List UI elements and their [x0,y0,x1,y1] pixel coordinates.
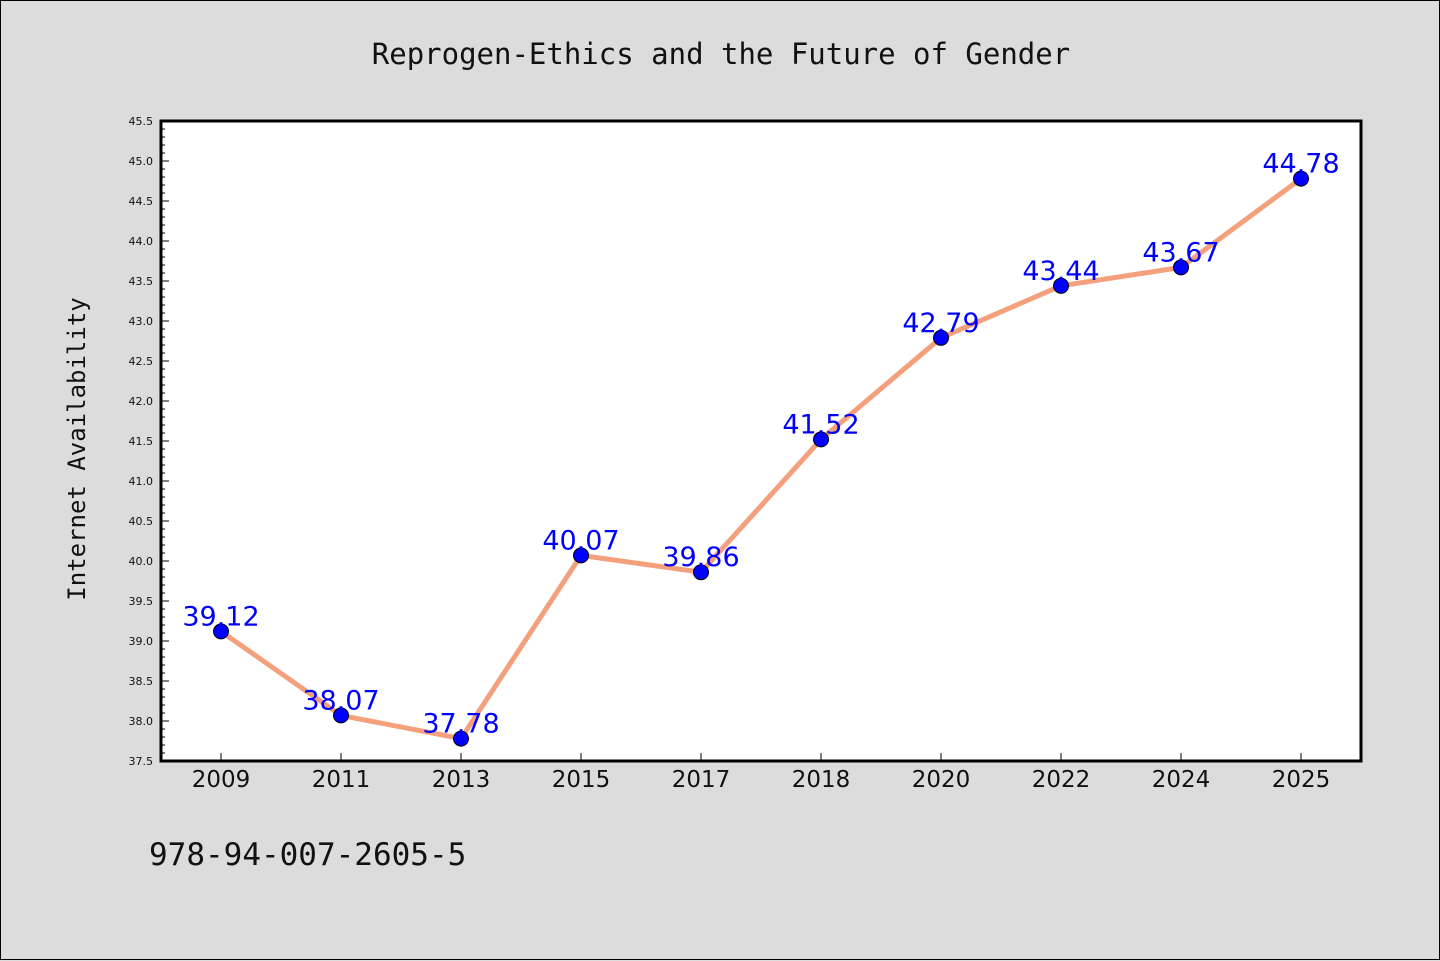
x-tick-label: 2020 [912,767,971,793]
plot-area [159,119,1363,763]
y-tick-label: 40.5 [129,515,154,528]
y-axis-label: Internet Availability [63,297,91,600]
isbn-text: 978-94-007-2605-5 [149,837,466,873]
data-label: 37.78 [422,709,499,740]
x-tick-label: 2025 [1272,767,1331,793]
y-tick-label: 39.0 [129,635,154,648]
data-point [813,431,829,448]
data-label: 43.67 [1142,237,1219,268]
data-point [333,707,349,724]
y-axis: 37.5 38.0 38.5 39.0 39.5 40.0 40.5 41.0 41.5 42.0… [129,115,169,768]
y-tick-label: 38.0 [129,715,154,728]
x-tick-label: 2024 [1152,767,1211,793]
chart-title: Reprogen-Ethics and the Future of Gender [372,37,1070,71]
data-point [453,730,469,747]
y-tick-label: 42.5 [129,355,154,368]
data-label: 42.79 [902,308,979,339]
y-tick-label: 43.0 [129,315,154,328]
data-label: 38.07 [302,685,379,716]
y-tick-label: 39.5 [129,595,154,608]
x-tick-label: 2009 [192,767,251,793]
data-label: 41.52 [782,409,859,440]
x-tick-label: 2022 [1032,767,1091,793]
data-point [1173,259,1189,276]
y-tick-label: 45.5 [129,115,154,128]
data-point [693,564,709,581]
y-tick-label: 44.5 [129,195,154,208]
x-tick-label: 2017 [672,767,731,793]
data-label: 44.78 [1262,149,1339,180]
data-label: 43.44 [1022,256,1099,287]
y-tick-label: 40.0 [129,555,154,568]
data-point [213,623,229,640]
y-tick-label: 41.0 [129,475,154,488]
x-tick-label: 2018 [792,767,851,793]
y-tick-label: 41.5 [129,435,154,448]
y-tick-label: 45.0 [129,155,154,168]
x-tick-label: 2013 [432,767,491,793]
y-tick-label: 37.5 [129,755,154,768]
y-tick-label: 38.5 [129,675,154,688]
series-layer [213,170,1309,747]
data-label: 39.12 [182,601,259,632]
data-point [573,547,589,564]
x-tick-label: 2015 [552,767,611,793]
data-label-layer: 39.12 38.07 37.78 40.07 39.86 41.52 42.79 43.44… [182,149,1339,740]
x-tick-label: 2011 [312,767,371,793]
data-point [933,329,949,346]
series-line [218,176,1304,742]
data-label: 40.07 [542,525,619,556]
x-axis: 2009 2011 2013 2015 2017 2018 2020 2022 2024 2025 [192,753,1331,793]
y-tick-label: 42.0 [129,395,154,408]
data-point [1053,277,1069,294]
y-tick-label: 43.5 [129,275,154,288]
data-point [1293,170,1309,187]
y-tick-label: 44.0 [129,235,154,248]
data-label: 39.86 [662,542,739,573]
